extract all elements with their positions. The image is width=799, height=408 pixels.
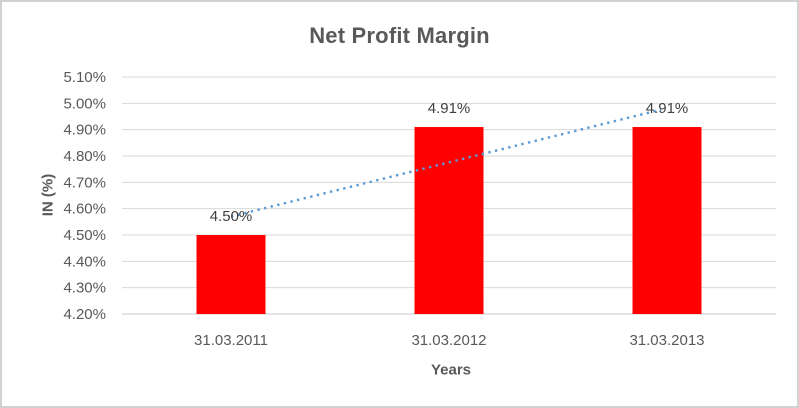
y-tick-label: 4.40%: [63, 253, 106, 270]
y-tick-label: 5.10%: [63, 69, 106, 86]
bar-data-label: 4.50%: [210, 208, 253, 225]
bar-data-label: 4.91%: [428, 100, 471, 117]
y-tick-label: 4.30%: [63, 280, 106, 297]
category-label: 31.03.2012: [411, 332, 486, 349]
chart-title: Net Profit Margin: [309, 23, 490, 48]
bar: [414, 127, 484, 315]
x-axis-title: Years: [430, 361, 472, 379]
category-label: 31.03.2011: [194, 332, 268, 349]
y-tick-label: 4.20%: [63, 306, 106, 323]
y-tick-label: 4.60%: [63, 201, 106, 218]
category-label: 31.03.2013: [629, 332, 704, 349]
bar: [196, 235, 266, 314]
bar: [632, 127, 702, 315]
y-tick-label: 4.90%: [63, 122, 106, 139]
y-tick-label: 5.00%: [63, 95, 106, 112]
y-tick-label: 4.80%: [63, 148, 106, 165]
trendline: [230, 108, 662, 218]
y-tick-label: 4.50%: [63, 227, 106, 244]
bar-data-label: 4.91%: [646, 100, 689, 117]
y-tick-label: 4.70%: [63, 174, 106, 191]
